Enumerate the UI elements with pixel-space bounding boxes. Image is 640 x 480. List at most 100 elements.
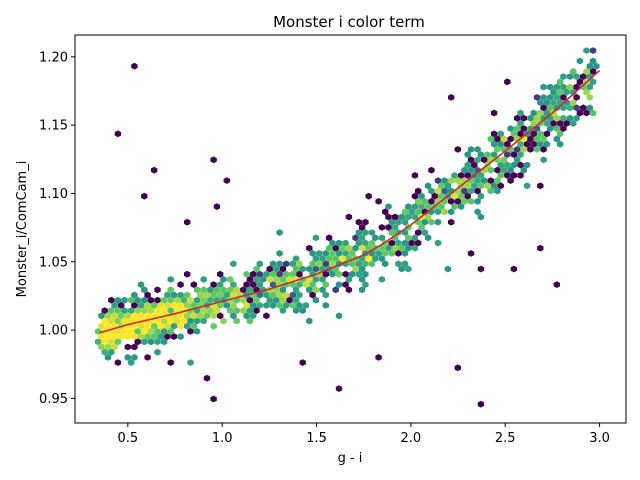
- hexbin: [127, 296, 135, 304]
- hexbin: [170, 291, 178, 299]
- hexbin: [467, 156, 475, 164]
- hexbin: [276, 229, 283, 236]
- hexbin: [507, 135, 514, 143]
- hexbin: [563, 88, 570, 96]
- hexbin: [461, 166, 468, 174]
- hexbin: [570, 99, 577, 106]
- hexbin: [111, 312, 118, 320]
- hexbin: [523, 182, 531, 190]
- hexbin: [550, 120, 557, 127]
- hexbin: [517, 130, 524, 138]
- hexbin: [408, 239, 415, 247]
- hexbin: [438, 203, 445, 210]
- hexbin: [411, 234, 419, 242]
- hexbin: [316, 250, 323, 257]
- hexbin: [471, 182, 478, 190]
- hexbin: [358, 234, 366, 242]
- hexbin: [154, 338, 161, 346]
- hexbin: [490, 130, 498, 138]
- hexbin: [131, 333, 138, 340]
- hexbin: [342, 281, 349, 288]
- hexbin: [144, 322, 151, 330]
- hexbin: [589, 68, 597, 75]
- hexbin: [405, 244, 412, 252]
- hexbin: [332, 255, 339, 262]
- hexbin: [164, 302, 171, 309]
- hexbin: [292, 296, 300, 304]
- hexbin: [560, 125, 567, 132]
- hexbin: [339, 255, 346, 262]
- hexbin: [187, 359, 194, 366]
- hexbin: [510, 151, 518, 158]
- hexbin: [190, 312, 197, 320]
- hexbin: [589, 57, 597, 65]
- hexbin: [137, 312, 145, 320]
- hexbin: [124, 354, 131, 361]
- hexbin: [401, 239, 409, 247]
- hexbin: [418, 203, 425, 210]
- hexbin: [560, 114, 567, 122]
- hexbin: [164, 333, 171, 340]
- hexbin: [358, 265, 366, 273]
- hexbin: [250, 302, 257, 309]
- hexbin: [398, 265, 405, 273]
- hexbin: [154, 328, 161, 335]
- hexbin: [266, 296, 273, 304]
- hexbin: [421, 229, 428, 236]
- hexbin: [533, 114, 541, 122]
- hexbin: [576, 109, 584, 117]
- hexbin: [461, 187, 468, 195]
- hexbin: [474, 146, 481, 153]
- hexbin: [418, 224, 425, 231]
- hexbin: [355, 229, 362, 236]
- hexbin: [160, 328, 168, 335]
- hexbin: [517, 120, 524, 127]
- hexbin: [365, 192, 372, 200]
- hexbin: [477, 182, 485, 190]
- hexbin: [177, 312, 184, 320]
- hexbin: [457, 192, 465, 200]
- hexbin: [527, 114, 534, 122]
- hexbin: [325, 234, 333, 242]
- hexbin: [510, 265, 518, 273]
- hexbin: [510, 172, 518, 179]
- hexbin: [474, 187, 481, 195]
- hexbin: [98, 322, 105, 330]
- hexbin: [358, 224, 366, 231]
- hexbin: [448, 208, 455, 216]
- hexbin: [154, 307, 161, 314]
- hexbin: [504, 161, 511, 169]
- hexbin: [309, 291, 316, 299]
- hexbin: [398, 244, 405, 252]
- hexbin: [428, 198, 435, 205]
- hexbin: [365, 244, 372, 252]
- hexbin: [335, 239, 343, 247]
- hexbin: [550, 88, 557, 96]
- hexbin: [101, 317, 108, 325]
- hexbin: [131, 312, 138, 320]
- hexbin: [490, 140, 498, 148]
- hexbin: [395, 260, 402, 268]
- hexbin: [276, 250, 283, 257]
- hexbin: [266, 265, 273, 273]
- hexbin: [382, 208, 389, 216]
- hexbin: [203, 312, 211, 320]
- hexbin: [553, 94, 560, 101]
- hexbin: [540, 83, 547, 91]
- hexbin: [246, 317, 254, 325]
- hexbin: [401, 260, 409, 268]
- hexbin: [184, 312, 191, 320]
- hexbin: [335, 270, 343, 278]
- hexbin: [213, 203, 221, 210]
- hexbin: [276, 291, 283, 299]
- hexbin: [220, 286, 227, 294]
- hexbin: [500, 156, 508, 164]
- hexbin: [309, 260, 316, 268]
- hexbin: [494, 146, 501, 153]
- hexbin: [131, 291, 138, 299]
- hexbin: [517, 140, 524, 148]
- y-axis: 0.95 1.00 1.05 1.10 1.15 1.20: [39, 50, 75, 407]
- hexbin: [319, 255, 326, 262]
- hexbin: [151, 333, 158, 340]
- hexbin: [203, 291, 211, 299]
